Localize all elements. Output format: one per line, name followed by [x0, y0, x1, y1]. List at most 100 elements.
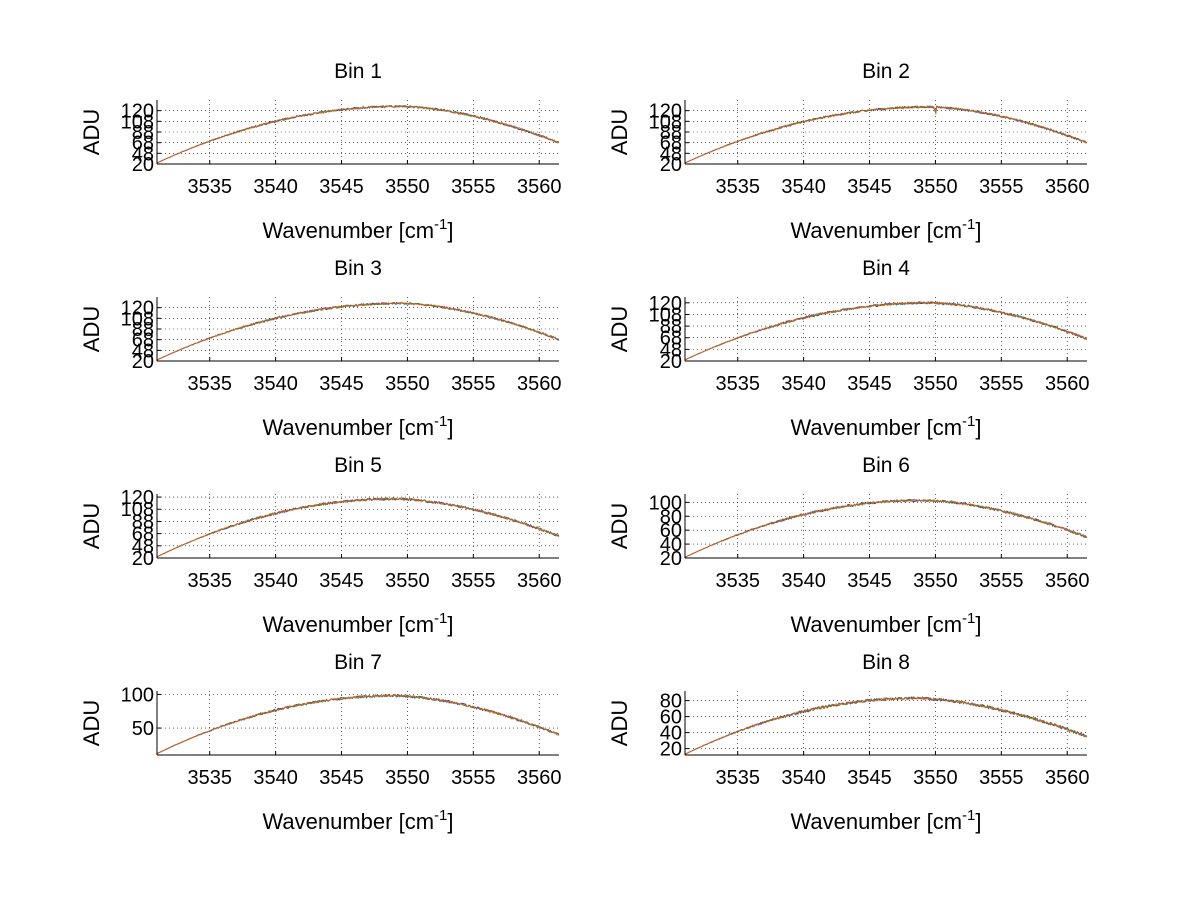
x-tick-label: 3540 [253, 570, 298, 592]
y-tick-label: 120 [649, 101, 682, 123]
subplot-7: 3535 3540 3545 3550 3555 3560 50 100 Bin 7 ADU Wav… [79, 651, 561, 834]
y-tick-label: 48 [132, 143, 154, 165]
y-tick-label: 50 [132, 718, 154, 740]
y-tick-label: 88 [660, 122, 682, 144]
x-axis-label: Wavenumber [cm-1] [262, 610, 453, 637]
y-tick-label: 40 [660, 723, 682, 745]
y-tick-label: 20 [132, 548, 154, 570]
y-tick-label: 68 [132, 330, 154, 352]
y-tick-label: 80 [660, 506, 682, 528]
x-tick-label: 3540 [781, 373, 826, 395]
y-tick-label: 108 [121, 499, 154, 521]
y-tick-label: 108 [121, 308, 154, 330]
y-tick-label: 68 [660, 133, 682, 155]
y-tick-label: 120 [121, 487, 154, 509]
y-tick-label: 20 [660, 548, 682, 570]
x-tick-label: 3555 [979, 373, 1024, 395]
series-line-3 [157, 105, 559, 164]
x-tick-label: 3545 [319, 373, 364, 395]
x-tick-label: 3560 [1045, 176, 1090, 198]
y-axis-label: ADU [607, 700, 632, 746]
x-tick-label: 3560 [1045, 373, 1090, 395]
x-tick-label: 3555 [451, 176, 496, 198]
x-tick-label: 3545 [319, 570, 364, 592]
x-tick-label: 3560 [517, 767, 562, 789]
x-tick-label: 3540 [781, 176, 826, 198]
y-tick-label: 120 [649, 293, 682, 315]
x-tick-label: 3545 [847, 570, 892, 592]
x-tick-label: 3555 [979, 570, 1024, 592]
x-axis-label: Wavenumber [cm-1] [790, 610, 981, 637]
x-tick-label: 3535 [187, 570, 232, 592]
y-tick-label: 48 [660, 143, 682, 165]
y-axis-label: ADU [79, 306, 104, 352]
series-line-3 [157, 694, 559, 755]
subplot-title: Bin 2 [862, 60, 910, 83]
x-tick-label: 3555 [451, 570, 496, 592]
x-tick-label: 3550 [913, 570, 958, 592]
y-tick-label: 20 [132, 351, 154, 373]
series-line-3 [685, 696, 1087, 755]
y-tick-label: 108 [121, 111, 154, 133]
x-tick-label: 3550 [385, 373, 430, 395]
y-tick-label: 88 [132, 319, 154, 341]
x-tick-label: 3560 [1045, 570, 1090, 592]
y-tick-label: 20 [132, 154, 154, 176]
y-tick-label: 68 [660, 328, 682, 350]
x-axis-label: Wavenumber [cm-1] [262, 216, 453, 243]
x-tick-label: 3535 [715, 570, 760, 592]
y-tick-label: 120 [121, 298, 154, 320]
subplot-title: Bin 8 [862, 651, 910, 674]
y-tick-label: 108 [649, 304, 682, 326]
x-axis-label: Wavenumber [cm-1] [790, 413, 981, 440]
y-axis-label: ADU [607, 109, 632, 155]
y-tick-label: 20 [660, 351, 682, 373]
x-tick-label: 3555 [979, 767, 1024, 789]
x-tick-label: 3545 [319, 767, 364, 789]
subplot-title: Bin 3 [334, 257, 382, 280]
x-tick-label: 3550 [913, 767, 958, 789]
x-tick-label: 3550 [913, 373, 958, 395]
y-tick-label: 88 [132, 122, 154, 144]
x-tick-label: 3545 [847, 176, 892, 198]
x-axis-label: Wavenumber [cm-1] [262, 413, 453, 440]
x-tick-label: 3540 [253, 373, 298, 395]
y-tick-label: 68 [132, 524, 154, 546]
y-axis-label: ADU [607, 503, 632, 549]
x-tick-label: 3555 [451, 767, 496, 789]
y-axis-label: ADU [79, 109, 104, 155]
x-tick-label: 3540 [781, 570, 826, 592]
y-tick-label: 80 [660, 691, 682, 713]
x-tick-label: 3540 [253, 176, 298, 198]
x-axis-label: Wavenumber [cm-1] [262, 807, 453, 834]
y-tick-label: 40 [660, 534, 682, 556]
x-tick-label: 3555 [451, 373, 496, 395]
x-tick-label: 3540 [253, 767, 298, 789]
series-line-3 [685, 301, 1087, 361]
subplot-title: Bin 4 [862, 257, 910, 280]
subplot-title: Bin 5 [334, 454, 382, 477]
x-tick-label: 3535 [187, 373, 232, 395]
y-tick-label: 20 [660, 739, 682, 761]
subplot-grid: 3535 3540 3545 3550 3555 356020486888108120Bi… [79, 60, 1089, 834]
y-tick-label: 20 [660, 154, 682, 176]
x-tick-label: 3535 [715, 767, 760, 789]
series-line-3 [157, 302, 559, 361]
x-axis-label: Wavenumber [cm-1] [790, 807, 981, 834]
y-axis-label: ADU [607, 306, 632, 352]
y-tick-label: 48 [132, 340, 154, 362]
series-line-3 [157, 497, 559, 558]
series-line-3 [685, 105, 1087, 164]
x-tick-label: 3550 [385, 570, 430, 592]
y-tick-label: 88 [132, 511, 154, 533]
y-tick-label: 60 [660, 707, 682, 729]
x-tick-label: 3560 [1045, 767, 1090, 789]
x-tick-label: 3550 [913, 176, 958, 198]
